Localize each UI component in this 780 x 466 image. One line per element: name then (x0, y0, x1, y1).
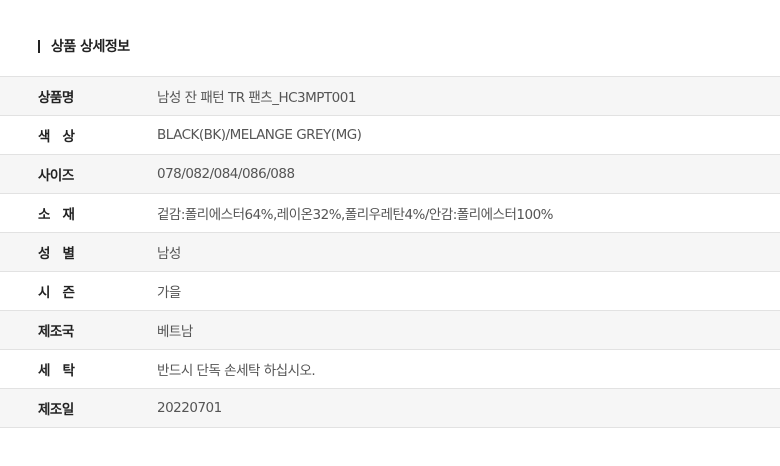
table-row: 제조국 베트남 (0, 310, 780, 350)
row-value: BLACK(BK)/MELANGE GREY(MG) (157, 127, 362, 143)
row-label: 소 재 (38, 207, 75, 223)
table-row: 소 재 겉감:폴리에스터64%,레이온32%,폴리우레탄4%/안감:폴리에스터10… (0, 193, 780, 233)
row-label: 제조국 (38, 324, 74, 340)
row-value: 베트남 (157, 324, 193, 340)
row-value: 가을 (157, 285, 181, 301)
row-label: 상품명 (38, 90, 74, 106)
title-bar-marker (38, 39, 40, 53)
table-row: 상품명 남성 잔 패턴 TR 팬츠_HC3MPT001 (0, 76, 780, 116)
table-row: 색 상 BLACK(BK)/MELANGE GREY(MG) (0, 115, 780, 155)
section-title: 상품 상세정보 (38, 36, 130, 56)
row-label: 성 별 (38, 246, 75, 262)
table-row: 시 즌 가을 (0, 271, 780, 311)
row-value: 078/082/084/086/088 (157, 166, 295, 182)
row-value: 반드시 단독 손세탁 하십시오. (157, 363, 316, 379)
product-detail-table: 상품명 남성 잔 패턴 TR 팬츠_HC3MPT001 색 상 BLACK(BK)/M… (0, 76, 780, 428)
row-value: 남성 잔 패턴 TR 팬츠_HC3MPT001 (157, 90, 356, 106)
row-label: 제조일 (38, 402, 74, 418)
table-row: 사이즈 078/082/084/086/088 (0, 154, 780, 194)
table-row: 세 탁 반드시 단독 손세탁 하십시오. (0, 349, 780, 389)
row-label: 세 탁 (38, 363, 75, 379)
row-value: 겉감:폴리에스터64%,레이온32%,폴리우레탄4%/안감:폴리에스터100% (157, 207, 554, 223)
row-label: 사이즈 (38, 168, 74, 184)
row-label: 색 상 (38, 129, 75, 145)
section-title-text: 상품 상세정보 (51, 39, 130, 55)
row-value: 20220701 (157, 400, 222, 416)
table-row: 제조일 20220701 (0, 388, 780, 428)
table-row: 성 별 남성 (0, 232, 780, 272)
row-label: 시 즌 (38, 285, 75, 301)
row-value: 남성 (157, 246, 181, 262)
